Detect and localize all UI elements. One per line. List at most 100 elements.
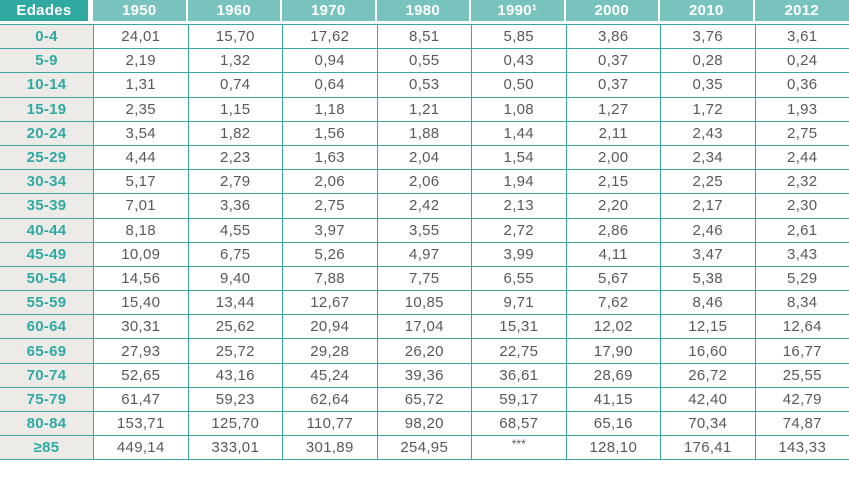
value-cell: 25,55 — [754, 362, 849, 387]
table-row: 30-34 5,17 2,79 2,06 2,06 1,94 2,15 2,25 2,32 — [0, 169, 849, 194]
value-cell: 5,29 — [754, 265, 849, 291]
value-cell: 0,50 — [471, 72, 566, 97]
value-cell: 2,20 — [565, 193, 660, 218]
value-cell: 1,72 — [660, 96, 755, 121]
value-cell: 52,65 — [93, 362, 188, 387]
age-group-label: 20-24 — [0, 120, 93, 145]
value-cell: 0,28 — [660, 48, 755, 73]
value-cell: 12,64 — [754, 314, 849, 339]
value-cell: 2,72 — [471, 217, 566, 242]
value-cell: 2,00 — [565, 144, 660, 170]
value-cell: 12,67 — [282, 290, 377, 315]
value-cell: 110,77 — [282, 411, 377, 436]
value-cell: 1,18 — [282, 96, 377, 121]
age-group-label: 40-44 — [0, 217, 93, 242]
value-cell: 5,17 — [93, 169, 188, 194]
value-cell: 1,88 — [376, 120, 471, 145]
value-cell: 39,36 — [376, 362, 471, 387]
value-cell: 59,23 — [187, 386, 282, 411]
value-cell: 2,46 — [660, 217, 755, 242]
age-group-label: 70-74 — [0, 362, 93, 387]
value-cell: 143,33 — [754, 435, 849, 461]
year-column-header: 1980 — [376, 0, 471, 24]
value-cell: 70,34 — [660, 411, 755, 436]
value-cell: 1,32 — [187, 48, 282, 73]
value-cell: 3,43 — [754, 241, 849, 266]
value-cell: 0,37 — [565, 48, 660, 73]
value-cell: 301,89 — [282, 435, 377, 461]
value-cell: 17,62 — [282, 24, 377, 49]
table-row: 35-39 7,01 3,36 2,75 2,42 2,13 2,20 2,17 2,30 — [0, 193, 849, 218]
value-cell: 2,23 — [187, 144, 282, 170]
value-cell: 2,34 — [660, 144, 755, 170]
year-column-header: 1970 — [282, 0, 377, 24]
value-cell: 42,40 — [660, 386, 755, 411]
value-cell: 2,43 — [660, 120, 755, 145]
value-cell: 0,74 — [187, 72, 282, 97]
value-cell: 6,75 — [187, 241, 282, 266]
value-cell: 0,43 — [471, 48, 566, 73]
table-row: ≥85 449,14 333,01 301,89 254,95 *** 128,10 176,… — [0, 435, 849, 461]
value-cell: 8,46 — [660, 290, 755, 315]
value-cell: 2,11 — [565, 120, 660, 145]
value-cell: 2,13 — [471, 193, 566, 218]
value-cell: 27,93 — [93, 338, 188, 363]
value-cell: 6,55 — [471, 265, 566, 291]
value-cell: 3,47 — [660, 241, 755, 266]
value-cell: 2,15 — [565, 169, 660, 194]
value-cell: 7,75 — [376, 265, 471, 291]
age-group-label: 10-14 — [0, 72, 93, 97]
year-column-header: 2000 — [565, 0, 660, 24]
value-cell: 1,82 — [187, 120, 282, 145]
value-cell: 2,75 — [282, 193, 377, 218]
value-cell: 1,63 — [282, 144, 377, 170]
age-group-label: 45-49 — [0, 241, 93, 266]
value-cell: 125,70 — [187, 411, 282, 436]
value-cell: 0,37 — [565, 72, 660, 97]
value-cell: 24,01 — [93, 24, 188, 49]
value-cell: 59,17 — [471, 386, 566, 411]
year-column-header: 2012 — [754, 0, 849, 24]
age-group-label: 0-4 — [0, 24, 93, 49]
header-row: Edades 1950 1960 1970 1980 1990¹ 2000 2010 2012 — [0, 0, 849, 24]
value-cell: 333,01 — [187, 435, 282, 461]
value-cell: 449,14 — [93, 435, 188, 461]
value-cell: 25,72 — [187, 338, 282, 363]
value-cell: 5,85 — [471, 24, 566, 49]
value-cell: 98,20 — [376, 411, 471, 436]
value-cell: 4,44 — [93, 144, 188, 170]
value-cell: 2,25 — [660, 169, 755, 194]
value-cell: 16,60 — [660, 338, 755, 363]
value-cell: 17,90 — [565, 338, 660, 363]
year-column-header: 1990¹ — [471, 0, 566, 24]
value-cell: 45,24 — [282, 362, 377, 387]
value-cell: 15,40 — [93, 290, 188, 315]
value-cell: 74,87 — [754, 411, 849, 436]
age-group-label: ≥85 — [0, 435, 93, 461]
value-cell: 17,04 — [376, 314, 471, 339]
mortality-by-age-table: Edades 1950 1960 1970 1980 1990¹ 2000 2010 2012 … — [0, 0, 849, 461]
value-cell: 28,69 — [565, 362, 660, 387]
value-cell: 2,06 — [376, 169, 471, 194]
value-cell: 0,64 — [282, 72, 377, 97]
value-cell: 15,31 — [471, 314, 566, 339]
age-group-label: 75-79 — [0, 386, 93, 411]
value-cell: 3,54 — [93, 120, 188, 145]
value-cell: 7,88 — [282, 265, 377, 291]
value-cell: 7,62 — [565, 290, 660, 315]
value-cell: 16,77 — [754, 338, 849, 363]
table-row: 45-49 10,09 6,75 5,26 4,97 3,99 4,11 3,47 3,43 — [0, 241, 849, 266]
age-group-label: 15-19 — [0, 96, 93, 121]
value-cell: 1,44 — [471, 120, 566, 145]
table-row: 55-59 15,40 13,44 12,67 10,85 9,71 7,62 8,46 8,3… — [0, 290, 849, 315]
value-cell: 0,53 — [376, 72, 471, 97]
value-cell: 13,44 — [187, 290, 282, 315]
year-column-header: 1950 — [93, 0, 188, 24]
value-cell: 29,28 — [282, 338, 377, 363]
value-cell: 1,27 — [565, 96, 660, 121]
value-cell: 2,75 — [754, 120, 849, 145]
table-row: 25-29 4,44 2,23 1,63 2,04 1,54 2,00 2,34 2,44 — [0, 144, 849, 170]
value-cell: 1,93 — [754, 96, 849, 121]
value-cell: 15,70 — [187, 24, 282, 49]
value-cell: 176,41 — [660, 435, 755, 461]
